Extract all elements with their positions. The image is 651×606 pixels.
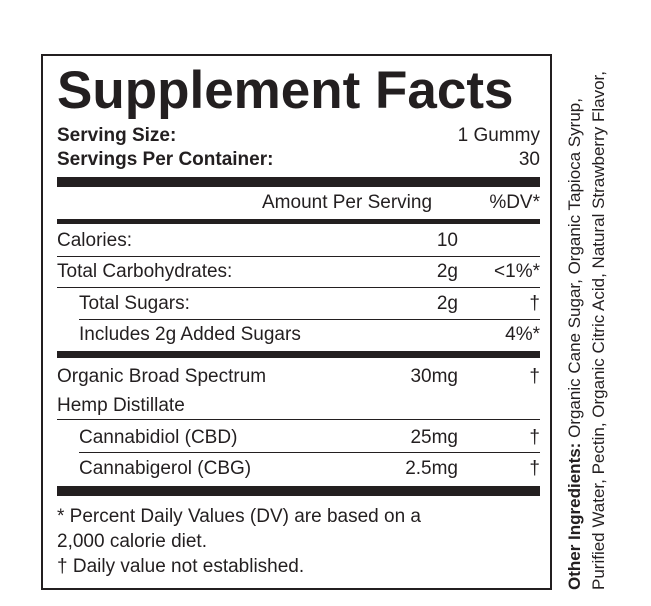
- ingredient-dv: †: [529, 427, 540, 448]
- nutrient-label: Calories:: [57, 230, 132, 251]
- footnotes: * Percent Daily Values (DV) are based on…: [57, 504, 540, 579]
- amount-per-serving-header: Amount Per Serving: [262, 192, 433, 213]
- ingredient-label-line1: Organic Broad Spectrum: [57, 366, 267, 387]
- panel-title: Supplement Facts: [57, 61, 514, 120]
- nutrient-dv: <1%*: [494, 261, 540, 282]
- medium-divider: [57, 219, 540, 224]
- thick-divider: [57, 486, 540, 496]
- nutrient-amount: 2g: [436, 261, 458, 282]
- thin-divider: [79, 319, 540, 320]
- servings-per-container-row: Servings Per Container: 30: [57, 148, 540, 172]
- ingredient-label: Cannabidiol (CBD): [79, 427, 238, 448]
- nutrient-amount: 2g: [436, 293, 458, 314]
- serving-size-value: 1 Gummy: [457, 125, 540, 146]
- thin-divider: [57, 256, 540, 257]
- nutrient-dv: 4%*: [505, 324, 540, 345]
- dv-header: %DV*: [489, 192, 540, 213]
- nutrient-dv: †: [529, 293, 540, 314]
- servings-per-container-value: 30: [518, 149, 540, 170]
- ingredient-label-line2: Hemp Distillate: [57, 395, 185, 416]
- ingredient-amount: 2.5mg: [405, 458, 458, 479]
- nutrient-label: Includes 2g Added Sugars: [79, 324, 301, 345]
- ingredient-label: Cannabigerol (CBG): [79, 458, 252, 479]
- footnote-dagger: † Daily value not established.: [57, 556, 305, 577]
- medium-divider: [57, 351, 540, 358]
- ingredient-dv: †: [529, 366, 540, 387]
- footnote-dv: * Percent Daily Values (DV) are based on…: [57, 506, 421, 527]
- supplement-facts-panel: Supplement Facts Serving Size: 1 Gummy S…: [41, 54, 552, 590]
- serving-size-row: Serving Size: 1 Gummy: [57, 124, 540, 148]
- other-ingredients: Other Ingredients: Organic Cane Sugar, O…: [563, 45, 611, 590]
- servings-per-container-label: Servings Per Container:: [57, 149, 274, 170]
- nutrient-label: Total Carbohydrates:: [57, 261, 233, 282]
- thin-divider: [57, 419, 540, 420]
- nutrient-label: Total Sugars:: [79, 293, 190, 314]
- nutrient-amount: 10: [436, 230, 458, 251]
- other-ingredients-label: Other Ingredients:: [565, 442, 584, 590]
- ingredient-dv: †: [529, 458, 540, 479]
- ingredient-amount: 30mg: [410, 366, 458, 387]
- thick-divider: [57, 177, 540, 187]
- footnote-calorie: 2,000 calorie diet.: [57, 531, 207, 552]
- ingredient-row-hemp: Organic Broad Spectrum Hemp Distillate 3…: [57, 365, 540, 416]
- ingredient-amount: 25mg: [410, 427, 458, 448]
- thin-divider: [79, 452, 540, 453]
- serving-size-label: Serving Size:: [57, 125, 177, 146]
- thin-divider: [57, 287, 540, 288]
